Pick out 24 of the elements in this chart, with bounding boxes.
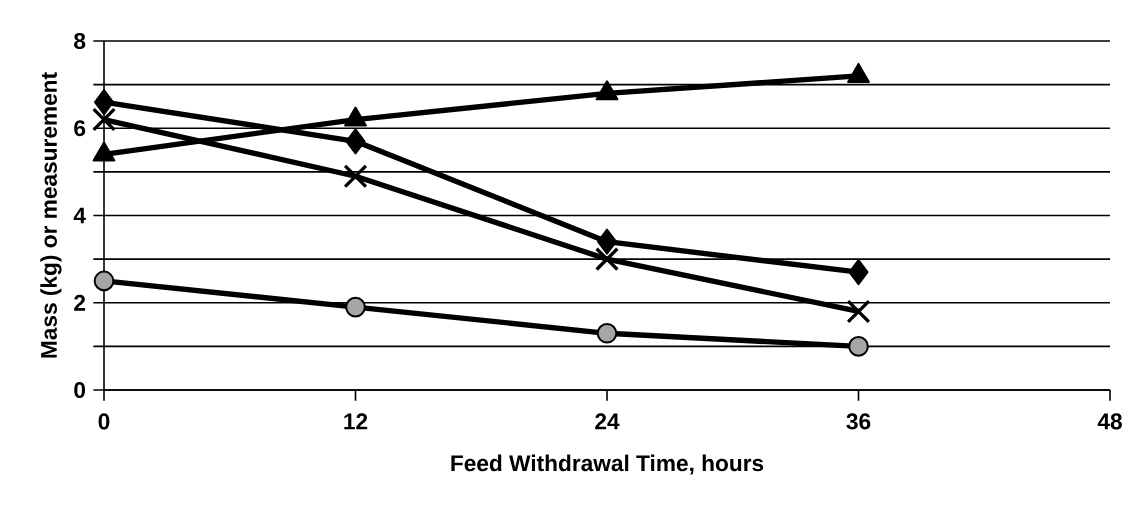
point <box>93 270 115 292</box>
y-tick-label: 8 <box>74 32 86 50</box>
point <box>596 322 618 344</box>
x-tick-label: 48 <box>1097 413 1122 430</box>
x-tick-label: 24 <box>595 413 620 430</box>
point <box>848 336 869 357</box>
y-axis-title: Mass (kg) or measurement <box>40 72 62 358</box>
x-axis-title: Feed Withdrawal Time, hours <box>451 454 764 475</box>
point <box>345 128 366 155</box>
y-tick-label: 4 <box>73 207 86 224</box>
y-tick-label: 2 <box>74 294 86 311</box>
point <box>94 89 114 116</box>
point <box>597 228 617 255</box>
point <box>91 107 117 132</box>
x-tick-label: 12 <box>344 413 368 430</box>
x-tick-label: 36 <box>846 413 871 430</box>
point <box>345 296 366 318</box>
point <box>846 299 871 324</box>
point <box>848 259 869 286</box>
point <box>594 247 620 272</box>
y-tick-label: 6 <box>74 120 86 137</box>
x-tick-label: 0 <box>98 413 110 430</box>
point <box>343 164 368 189</box>
y-tick-label: 0 <box>74 381 86 399</box>
